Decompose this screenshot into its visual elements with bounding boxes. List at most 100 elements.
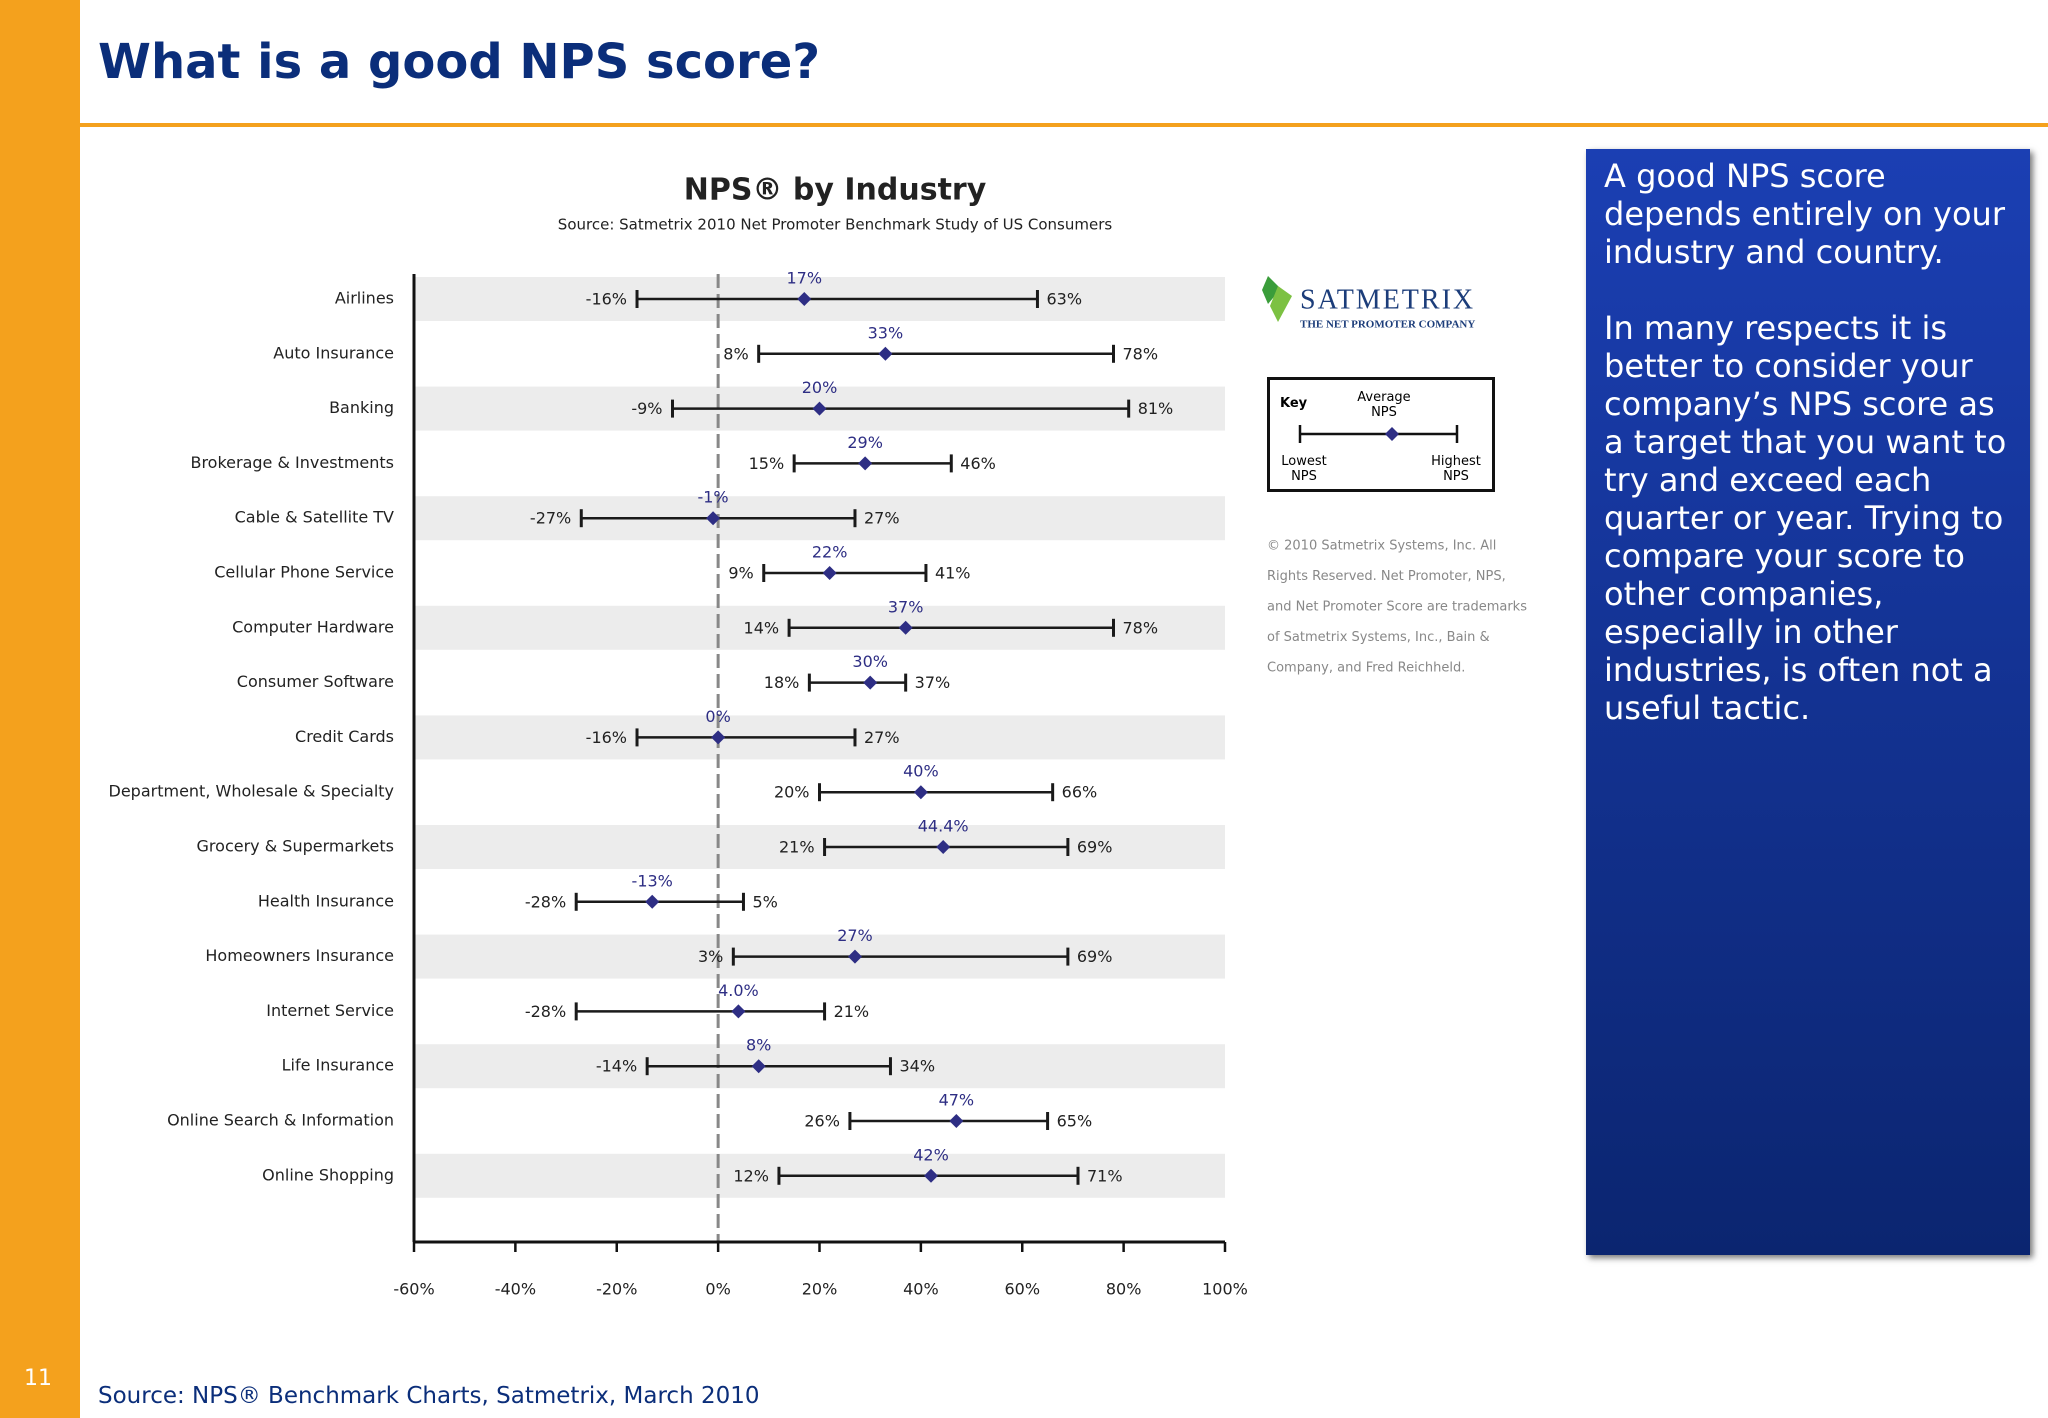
slide-title: What is a good NPS score? [98, 34, 821, 90]
copyright-line: of Satmetrix Systems, Inc., Bain & [1267, 630, 1490, 645]
average-marker [731, 1004, 746, 1019]
x-tick-label: -60% [393, 1280, 434, 1299]
high-label: 65% [1057, 1112, 1093, 1131]
high-label: 78% [1122, 618, 1158, 637]
average-label: 40% [903, 762, 939, 781]
panel-text: In many respects it is better to conside… [1604, 309, 2007, 727]
category-label: Internet Service [266, 1001, 394, 1020]
side-bar [0, 0, 80, 1418]
x-tick-label: -40% [495, 1280, 536, 1299]
average-label: 47% [939, 1091, 975, 1110]
panel-text: A good NPS score depends entirely on you… [1604, 157, 2005, 271]
average-label: -13% [632, 871, 673, 890]
high-label: 63% [1046, 290, 1082, 309]
average-marker [924, 1168, 939, 1183]
high-label: 27% [864, 728, 900, 747]
footer-source: Source: NPS® Benchmark Charts, Satmetrix… [98, 1383, 760, 1409]
category-label: Online Search & Information [167, 1111, 394, 1130]
average-marker [913, 785, 928, 800]
high-label: 78% [1122, 344, 1158, 363]
average-marker [898, 620, 913, 635]
category-label: Consumer Software [237, 672, 394, 691]
high-label: 81% [1138, 399, 1174, 418]
high-label: 71% [1087, 1166, 1123, 1185]
legend-glyph [1298, 425, 1459, 443]
high-label: 27% [864, 509, 900, 528]
average-marker [822, 566, 837, 580]
low-label: -9% [631, 399, 662, 418]
legend-box: Key Average NPS Lowest NPS Highest NPS [1267, 377, 1495, 492]
x-tick-label: 100% [1202, 1280, 1248, 1299]
title-rule [80, 123, 2048, 127]
low-label: 20% [774, 783, 810, 802]
category-label: Online Shopping [262, 1165, 394, 1184]
low-label: -14% [596, 1057, 637, 1076]
logo-name: SATMETRIX [1300, 284, 1475, 315]
x-tick-label: 60% [1004, 1280, 1040, 1299]
average-marker [797, 292, 812, 306]
category-label: Department, Wholesale & Specialty [109, 782, 395, 801]
average-label: 0% [705, 707, 730, 726]
copyright-line: and Net Promoter Score are trademarks [1267, 600, 1527, 615]
average-marker [645, 894, 660, 909]
average-label: 30% [852, 652, 888, 671]
copyright-line: © 2010 Satmetrix Systems, Inc. All [1267, 539, 1496, 554]
average-label: 29% [847, 433, 883, 452]
info-panel: A good NPS score depends entirely on you… [1586, 149, 2030, 1255]
average-label: -1% [697, 488, 728, 507]
category-label: Cable & Satellite TV [235, 508, 394, 527]
average-label: 8% [746, 1036, 771, 1055]
average-marker [711, 730, 726, 745]
average-label: 44.4% [918, 817, 969, 836]
average-marker [847, 949, 862, 964]
low-label: -16% [586, 290, 627, 309]
legend-label: Lowest NPS [1281, 454, 1327, 484]
high-label: 34% [899, 1057, 935, 1076]
low-label: 15% [749, 454, 785, 473]
category-label: Auto Insurance [273, 343, 394, 362]
low-label: 9% [728, 564, 753, 583]
low-label: -28% [525, 892, 566, 911]
logo-mark [1262, 276, 1278, 304]
legend-label: Highest NPS [1431, 454, 1481, 484]
x-tick-label: 0% [705, 1280, 730, 1299]
x-tick-label: 40% [903, 1280, 939, 1299]
copyright-line: Rights Reserved. Net Promoter, NPS, [1267, 569, 1506, 584]
high-label: 46% [960, 454, 996, 473]
chart-subtitle: Source: Satmetrix 2010 Net Promoter Benc… [558, 216, 1113, 234]
x-tick-label: -20% [596, 1280, 637, 1299]
category-label: Cellular Phone Service [214, 563, 394, 582]
category-label: Homeowners Insurance [205, 946, 394, 965]
high-label: 5% [752, 892, 777, 911]
x-tick-label: 80% [1106, 1280, 1142, 1299]
page-number: 11 [24, 1366, 52, 1391]
average-marker [936, 840, 951, 854]
high-label: 66% [1062, 783, 1098, 802]
low-label: -28% [525, 1002, 566, 1021]
average-label: 22% [812, 543, 848, 562]
low-label: 14% [744, 618, 780, 637]
legend-title: Key [1280, 396, 1308, 411]
category-label: Brokerage & Investments [190, 453, 394, 472]
row-band [414, 825, 1225, 869]
low-label: -16% [586, 728, 627, 747]
low-label: 3% [698, 947, 723, 966]
high-label: 69% [1077, 947, 1113, 966]
average-marker [812, 401, 827, 416]
average-marker [863, 675, 878, 690]
category-label: Banking [329, 398, 394, 417]
average-marker [878, 346, 893, 361]
average-marker [751, 1059, 766, 1074]
category-label: Credit Cards [295, 727, 394, 746]
average-marker [706, 511, 721, 526]
average-marker [858, 456, 873, 471]
low-label: 8% [723, 344, 748, 363]
chart-title: NPS® by Industry [684, 173, 987, 208]
average-label: 17% [787, 269, 823, 288]
category-label: Life Insurance [282, 1056, 394, 1075]
low-label: 18% [764, 673, 800, 692]
high-label: 21% [834, 1002, 870, 1021]
average-label: 42% [913, 1145, 949, 1164]
